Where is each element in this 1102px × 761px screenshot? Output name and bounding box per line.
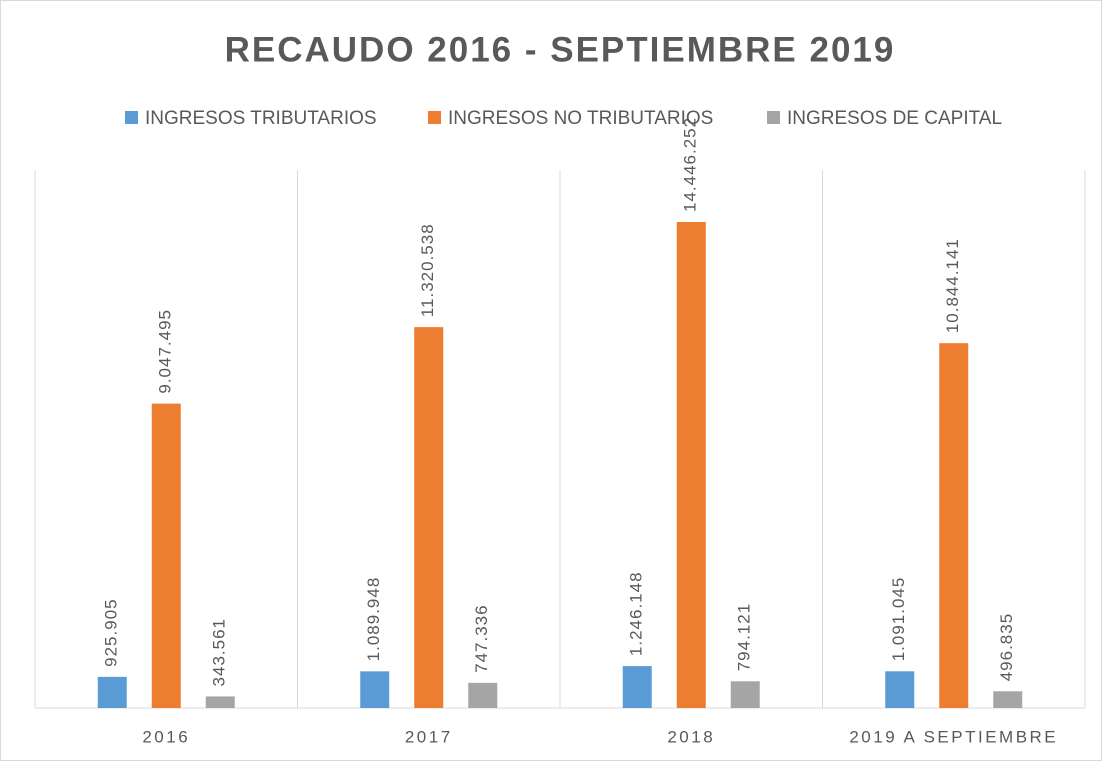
legend-swatch	[125, 111, 138, 124]
data-label: 1.089.948	[364, 577, 383, 662]
bar	[360, 671, 390, 708]
legend-swatch	[428, 111, 441, 124]
bar	[414, 327, 444, 708]
data-label: 9.047.495	[156, 309, 175, 394]
legend-label: INGRESOS NO TRIBUTARIOS	[448, 108, 713, 129]
bar	[730, 681, 760, 708]
data-label: 925.905	[102, 598, 121, 666]
data-label: 794.121	[735, 603, 754, 671]
legend-swatch	[767, 111, 780, 124]
data-label: 496.835	[997, 613, 1016, 681]
data-label: 1.246.148	[627, 571, 646, 656]
data-label: 343.561	[210, 618, 229, 686]
bar	[885, 671, 915, 708]
legend-label: INGRESOS TRIBUTARIOS	[145, 108, 377, 129]
x-tick-label: 2018	[667, 727, 715, 746]
data-label: 10.844.141	[943, 238, 962, 333]
bar	[622, 666, 652, 708]
x-tick-label: 2016	[142, 727, 190, 746]
bar	[151, 403, 181, 708]
data-label: 14.446.252	[681, 117, 700, 212]
data-label: 1.091.045	[889, 577, 908, 662]
legend-label: INGRESOS DE CAPITAL	[787, 108, 1002, 129]
x-tick-label: 2019 A SEPTIEMBRE	[849, 727, 1058, 746]
bar	[676, 222, 706, 708]
chart-title: RECAUDO 2016 - SEPTIEMBRE 2019	[225, 30, 896, 69]
bar	[97, 676, 127, 708]
bar	[205, 696, 235, 708]
bar	[993, 691, 1023, 708]
data-label: 747.336	[472, 604, 491, 672]
x-tick-label: 2017	[405, 727, 453, 746]
data-label: 11.320.538	[418, 223, 437, 317]
bar	[939, 343, 969, 708]
bar	[468, 682, 498, 708]
